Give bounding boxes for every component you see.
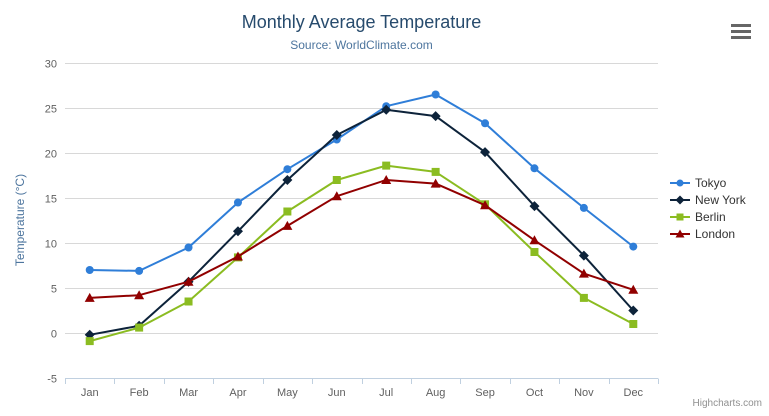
data-point-tokyo-2[interactable] (184, 243, 193, 252)
data-point-new-york-11[interactable] (628, 305, 639, 316)
x-axis-label: Apr (229, 387, 246, 399)
data-point-berlin-6[interactable] (382, 161, 391, 170)
data-point-london-10[interactable] (578, 268, 589, 278)
series-line-new-york[interactable] (88, 108, 635, 336)
legend-marker-symbol[interactable] (675, 229, 685, 238)
data-point-london-4[interactable] (282, 220, 293, 230)
data-point-tokyo-9[interactable] (530, 164, 539, 173)
series-line-london[interactable] (88, 179, 635, 299)
data-point-tokyo-11[interactable] (629, 242, 638, 251)
legend-label: Berlin (695, 210, 726, 224)
data-point-berlin-1[interactable] (135, 323, 144, 332)
legend-item-berlin[interactable]: Berlin (670, 209, 746, 225)
data-point-london-11[interactable] (628, 284, 639, 294)
y-axis-label: 20 (45, 149, 57, 161)
y-axis-label: 25 (45, 104, 57, 116)
legend-marker-symbol[interactable] (675, 195, 685, 205)
hamburger-icon (731, 23, 751, 39)
legend-marker-symbol[interactable] (676, 213, 684, 221)
y-axis-label: 0 (51, 329, 57, 341)
legend-marker-symbol[interactable] (676, 179, 684, 187)
legend-label: New York (695, 193, 746, 207)
data-point-london-7[interactable] (430, 178, 441, 188)
legend-item-tokyo[interactable]: Tokyo (670, 175, 746, 191)
series-line-berlin[interactable] (88, 164, 635, 343)
data-point-new-york-8[interactable] (480, 147, 491, 158)
data-point-berlin-0[interactable] (85, 337, 94, 346)
legend-marker-triangle-icon (670, 229, 690, 238)
x-axis-label: Sep (475, 387, 495, 399)
y-axis-label: -5 (47, 374, 57, 386)
series-new-york[interactable] (84, 104, 639, 340)
x-axis-label: Feb (130, 387, 149, 399)
data-point-london-8[interactable] (480, 200, 491, 210)
legend-label: Tokyo (695, 176, 727, 190)
data-point-tokyo-1[interactable] (135, 266, 144, 275)
legend-marker-circle-icon (670, 179, 690, 187)
data-point-tokyo-7[interactable] (431, 90, 440, 99)
data-point-berlin-2[interactable] (184, 297, 193, 306)
data-point-london-0[interactable] (84, 292, 95, 302)
data-point-london-9[interactable] (529, 235, 540, 245)
data-point-tokyo-10[interactable] (579, 203, 588, 212)
data-point-berlin-9[interactable] (530, 248, 539, 256)
data-point-london-5[interactable] (331, 191, 342, 201)
y-axis-label: 30 (45, 59, 57, 71)
series-tokyo[interactable] (85, 90, 638, 275)
data-point-london-3[interactable] (232, 251, 243, 261)
x-axis-label: Jan (81, 387, 99, 399)
y-axis-label: 10 (45, 239, 57, 251)
y-axis-title: Temperature (°C) (13, 173, 27, 267)
data-point-tokyo-8[interactable] (481, 119, 490, 128)
x-axis-label: May (277, 387, 298, 399)
legend: Tokyo New York Berlin London (670, 175, 746, 243)
data-point-new-york-5[interactable] (331, 130, 342, 140)
chart-title: Monthly Average Temperature (241, 12, 482, 32)
legend-marker-square-icon (670, 213, 690, 221)
x-axis-label: Dec (624, 387, 644, 399)
data-point-tokyo-3[interactable] (233, 198, 242, 207)
x-axis-label: Nov (574, 387, 594, 399)
data-point-tokyo-0[interactable] (85, 266, 94, 274)
data-point-berlin-5[interactable] (332, 176, 341, 184)
data-point-new-york-10[interactable] (578, 250, 589, 261)
series-line-tokyo[interactable] (88, 93, 635, 272)
data-point-new-york-9[interactable] (529, 201, 540, 212)
data-point-tokyo-4[interactable] (283, 165, 292, 174)
credits-link[interactable]: Highcharts.com (692, 398, 762, 409)
data-point-berlin-10[interactable] (579, 293, 588, 302)
x-axis-label: Oct (526, 387, 543, 399)
data-point-new-york-6[interactable] (381, 104, 392, 115)
data-point-london-6[interactable] (381, 175, 392, 184)
x-axis-label: Jul (379, 387, 393, 399)
legend-item-london[interactable]: London (670, 226, 746, 242)
x-axis-label: Jun (328, 387, 346, 399)
chart-context-menu-button[interactable] (727, 18, 755, 44)
legend-label: London (695, 227, 736, 241)
x-axis-label: Aug (426, 387, 446, 399)
data-point-new-york-7[interactable] (430, 111, 441, 122)
chart-subtitle: Source: WorldClimate.com (290, 38, 433, 52)
data-point-berlin-7[interactable] (431, 167, 440, 176)
x-axis-label: Mar (179, 387, 198, 399)
data-point-berlin-11[interactable] (629, 320, 638, 328)
legend-marker-diamond-icon (670, 195, 690, 205)
data-point-berlin-4[interactable] (283, 207, 292, 216)
series-london[interactable] (84, 175, 639, 302)
data-point-new-york-4[interactable] (282, 175, 293, 185)
legend-item-new-york[interactable]: New York (670, 192, 746, 208)
data-point-london-1[interactable] (134, 290, 145, 300)
data-point-new-york-3[interactable] (232, 226, 243, 237)
y-axis-label: 5 (51, 284, 57, 296)
data-point-london-2[interactable] (183, 276, 194, 286)
y-axis-label: 15 (45, 194, 57, 206)
